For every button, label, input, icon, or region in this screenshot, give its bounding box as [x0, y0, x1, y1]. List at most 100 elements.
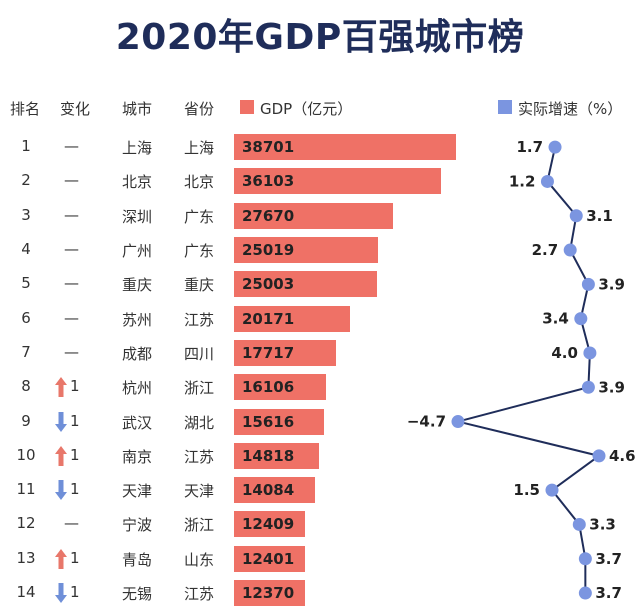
- growth-value-label: 4.6: [609, 447, 636, 465]
- gdp-bar: [234, 237, 378, 264]
- province-cell: 江苏: [184, 310, 215, 329]
- gdp-bar: [234, 580, 305, 607]
- gdp-bar: [234, 168, 442, 195]
- gdp-value-label: 14084: [242, 481, 295, 500]
- change-cell: 1: [70, 377, 80, 396]
- change-cell: —: [64, 240, 79, 259]
- growth-point: [583, 346, 597, 360]
- growth-point: [578, 586, 592, 600]
- growth-point: [578, 552, 592, 566]
- rank-cell: 13: [16, 548, 36, 567]
- change-cell: 1: [70, 480, 80, 499]
- growth-value-label: 3.4: [542, 310, 569, 328]
- change-cell: 1: [70, 548, 80, 567]
- growth-point: [581, 277, 595, 291]
- change-cell: —: [64, 342, 79, 361]
- growth-legend-swatch: [498, 100, 512, 114]
- gdp-value-label: 12401: [242, 549, 295, 568]
- header-growth: 实际增速（%）: [518, 100, 623, 118]
- gdp-bar: [234, 408, 324, 435]
- growth-value-label: 3.7: [595, 550, 622, 568]
- change-cell: 1: [70, 411, 80, 430]
- header-province: 省份: [184, 100, 215, 118]
- growth-value-label: 3.3: [589, 515, 616, 533]
- chart-title: 2020年GDP百强城市榜: [115, 17, 525, 58]
- province-cell: 湖北: [184, 413, 215, 432]
- rank-cell: 3: [21, 205, 31, 224]
- arrow-down-icon: [55, 480, 67, 504]
- gdp-bar: [234, 339, 336, 366]
- rank-cell: 5: [21, 274, 31, 293]
- gdp-legend-swatch: [240, 100, 254, 114]
- change-cell: —: [64, 274, 79, 293]
- growth-value-label: −4.7: [407, 413, 446, 431]
- arrow-down-icon: [55, 583, 67, 607]
- city-cell: 广州: [122, 242, 153, 261]
- gdp-bar: [234, 511, 306, 538]
- gdp-value-label: 25003: [242, 275, 295, 294]
- province-cell: 四川: [184, 344, 215, 363]
- rank-cell: 8: [21, 377, 31, 396]
- city-cell: 杭州: [122, 379, 153, 398]
- growth-point: [592, 449, 606, 463]
- city-cell: 南京: [122, 447, 153, 466]
- gdp-value-label: 16106: [242, 378, 295, 397]
- rank-cell: 6: [21, 308, 31, 327]
- growth-point: [569, 209, 583, 223]
- growth-value-label: 1.2: [509, 172, 536, 190]
- gdp-bar: [234, 477, 315, 504]
- gdp-bar: [234, 271, 378, 298]
- city-cell: 重庆: [122, 276, 153, 295]
- growth-point: [540, 174, 554, 188]
- growth-point: [451, 415, 465, 429]
- city-cell: 深圳: [122, 207, 153, 226]
- gdp-value-label: 25019: [242, 241, 295, 260]
- change-cell: 1: [70, 583, 80, 602]
- gdp-value-label: 12370: [242, 584, 295, 603]
- gdp-value-label: 17717: [242, 343, 295, 362]
- rank-cell: 2: [21, 171, 31, 190]
- gdp-value-label: 15616: [242, 412, 295, 431]
- growth-value-label: 3.1: [586, 207, 613, 225]
- province-cell: 上海: [184, 139, 215, 158]
- rank-cell: 12: [16, 514, 36, 533]
- gdp-value-label: 27670: [242, 206, 295, 225]
- city-cell: 天津: [122, 482, 153, 501]
- growth-value-label: 3.7: [595, 584, 622, 602]
- growth-value-label: 4.0: [551, 344, 578, 362]
- arrow-down-icon: [55, 411, 67, 436]
- province-cell: 江苏: [184, 447, 215, 466]
- gdp-value-label: 36103: [242, 172, 295, 191]
- change-cell: —: [64, 308, 79, 327]
- header-gdp: GDP（亿元）: [260, 100, 353, 118]
- province-cell: 重庆: [184, 276, 215, 295]
- city-cell: 苏州: [122, 310, 153, 329]
- rank-cell: 4: [21, 240, 31, 259]
- rank-cell: 11: [16, 480, 36, 499]
- gdp-bar: [234, 134, 456, 161]
- gdp-bar: [234, 305, 350, 332]
- province-cell: 广东: [184, 242, 215, 261]
- province-cell: 天津: [184, 482, 215, 501]
- gdp-bar: [234, 202, 393, 229]
- gdp-bar: [234, 442, 319, 469]
- province-cell: 江苏: [184, 585, 215, 604]
- rank-cell: 10: [16, 445, 36, 464]
- province-cell: 浙江: [184, 379, 215, 398]
- growth-point: [581, 380, 595, 394]
- change-cell: 1: [70, 445, 80, 464]
- header-city: 城市: [122, 100, 153, 118]
- growth-point: [548, 140, 562, 154]
- city-cell: 无锡: [122, 585, 153, 604]
- growth-point: [572, 517, 586, 531]
- province-cell: 浙江: [184, 516, 215, 535]
- rank-cell: 9: [21, 411, 31, 430]
- growth-value-label: 1.7: [516, 138, 543, 156]
- gdp-bar: [234, 545, 306, 572]
- growth-point: [574, 312, 588, 326]
- gdp-value-label: 14818: [242, 446, 295, 465]
- change-cell: —: [64, 514, 79, 533]
- growth-value-label: 3.9: [598, 378, 625, 396]
- gdp-value-label: 20171: [242, 309, 295, 328]
